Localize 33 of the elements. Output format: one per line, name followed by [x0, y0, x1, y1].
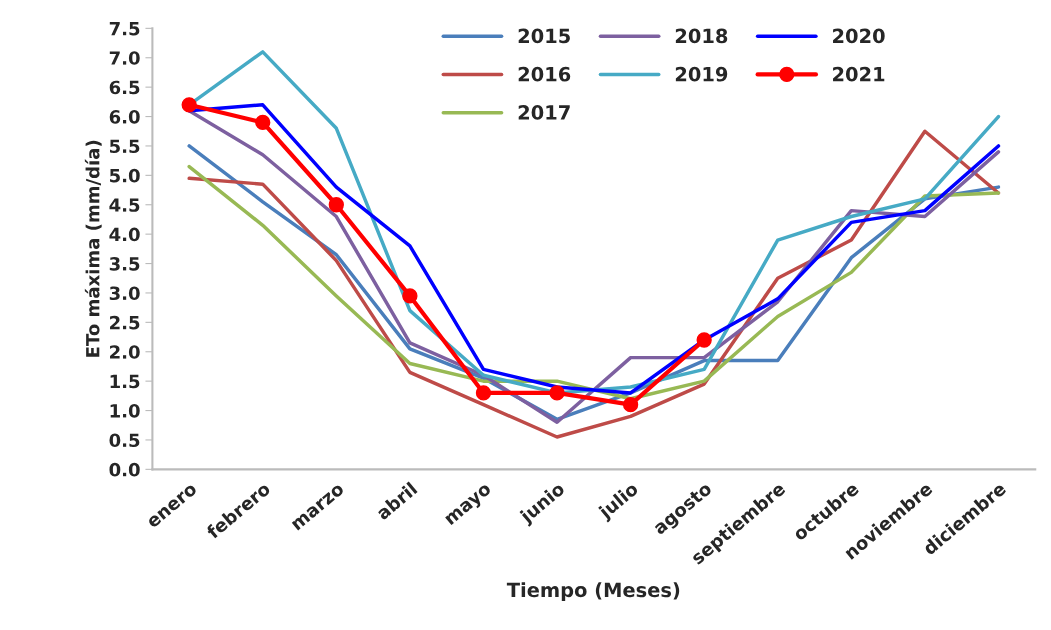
point	[181, 97, 197, 113]
y-tick-label: 1.0	[110, 404, 140, 418]
y-tick-label: 0.0	[109, 462, 140, 477]
point	[475, 385, 492, 401]
legend-label: 2020	[833, 28, 885, 44]
y-tick-label: 7.0	[109, 51, 140, 65]
point	[328, 197, 344, 213]
y-tick-label: 7.5	[109, 22, 140, 36]
y-tick-label: 5.0	[110, 168, 140, 183]
y-tick-label: 4.0	[109, 227, 140, 242]
point	[622, 397, 639, 413]
point	[255, 114, 271, 131]
point	[549, 385, 565, 401]
y-tick-label: 1.5	[110, 374, 140, 389]
legend-label: 2017	[518, 105, 570, 120]
point	[696, 332, 712, 348]
legend-label: 2016	[518, 66, 571, 82]
x-axis-title: Tiempo (Meses)	[506, 582, 680, 602]
legend-label: 2015	[518, 28, 570, 44]
legend-label: 2021	[833, 66, 885, 82]
legend-label: 2018	[675, 28, 728, 44]
y-tick-label: 2.5	[110, 315, 140, 330]
legend-label: 2019	[675, 66, 728, 82]
y-tick-label: 2.0	[110, 345, 140, 359]
y-tick-label: 6.5	[109, 80, 140, 95]
y-tick-label: 5.5	[110, 139, 140, 154]
point	[402, 288, 418, 304]
y-tick-label: 3.0	[109, 286, 140, 301]
y-axis-title: ETo máxima (mm/día)	[84, 140, 102, 357]
y-tick-label: 0.5	[109, 433, 140, 448]
y-tick-label: 4.5	[109, 198, 140, 212]
y-tick-label: 6.0	[109, 110, 140, 124]
y-tick-label: 3.5	[109, 257, 140, 271]
